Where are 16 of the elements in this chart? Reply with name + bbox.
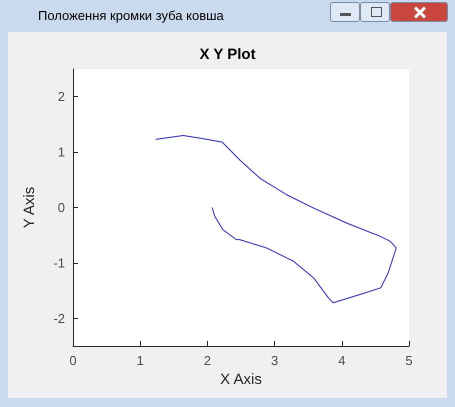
text: Положення кромки зуба ковша <box>38 8 224 23</box>
x-tick-label: 0 <box>69 353 77 368</box>
line-series <box>155 134 397 304</box>
y-tick-label: -2 <box>53 310 65 326</box>
chart-title: X Y Plot <box>199 46 256 63</box>
x-tick-label: 4 <box>338 353 346 368</box>
y-tick-label: 0 <box>58 200 65 215</box>
y-tick-label: 1 <box>58 144 65 160</box>
x-tick-label: 5 <box>405 353 413 368</box>
x-tick-label: 3 <box>270 353 278 368</box>
y-axis-title: Y Axis <box>21 186 38 228</box>
y-tick-label: -1 <box>53 255 65 270</box>
x-tick-label: 1 <box>136 353 144 368</box>
y-tick-label: 2 <box>58 89 65 104</box>
x-tick-label: 2 <box>204 353 212 368</box>
x-axis-title: X Axis <box>220 370 262 388</box>
